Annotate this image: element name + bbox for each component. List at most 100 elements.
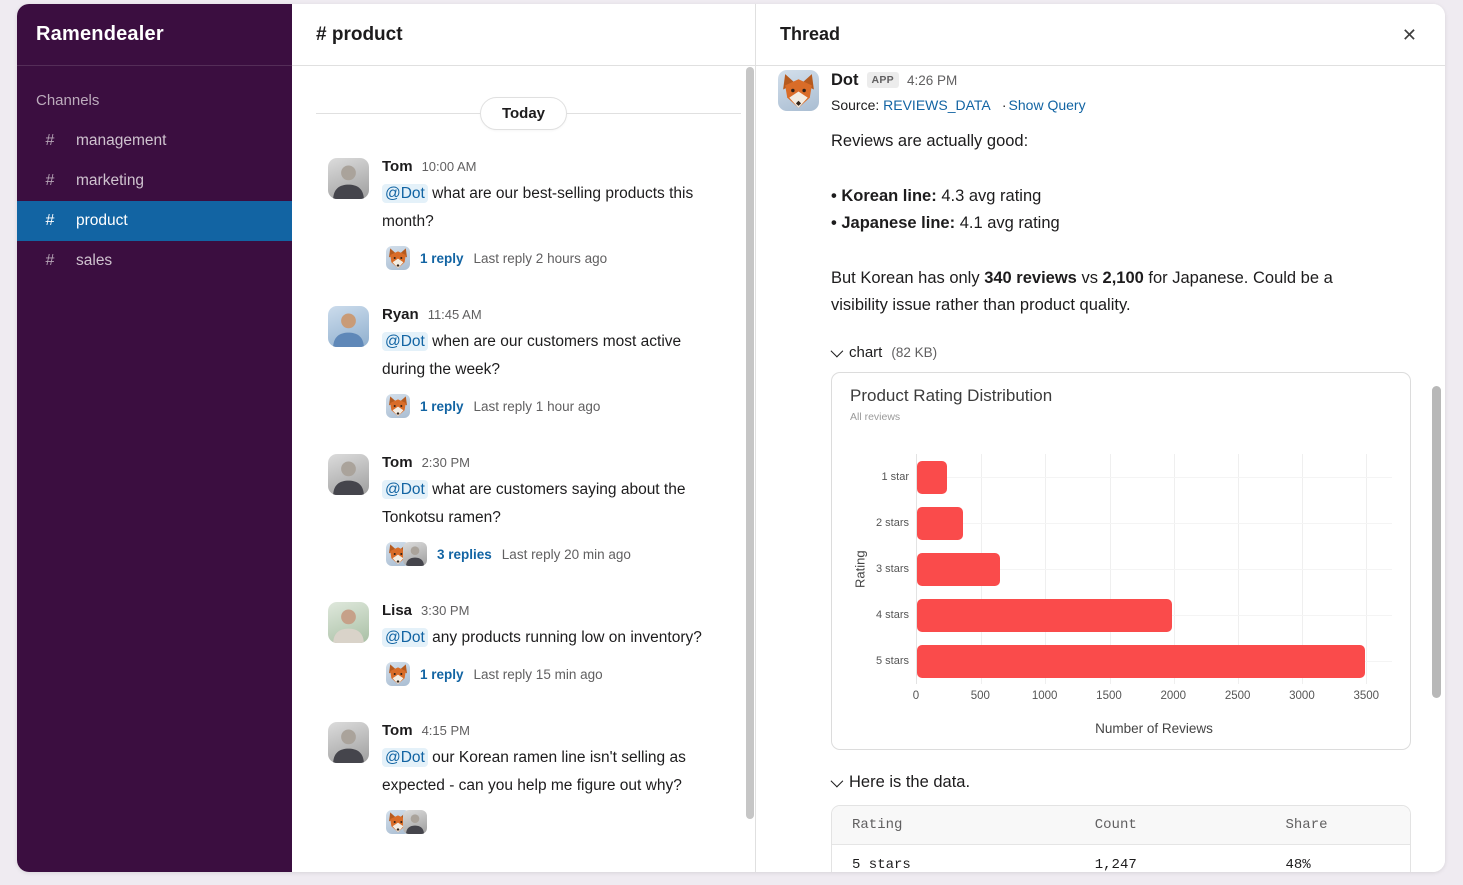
x-tick-label: 3000 (1289, 690, 1315, 702)
mention-dot[interactable]: @Dot (382, 480, 428, 499)
rating-bullet-list: Korean line: 4.3 avg rating Japanese lin… (831, 183, 1423, 237)
chart-plot-area (916, 454, 1392, 684)
bar-1-star (917, 460, 947, 494)
thread-analysis-text: But Korean has only 340 reviews vs 2,100… (831, 269, 1333, 314)
chevron-down-icon (830, 344, 844, 358)
avatar-tom-small (403, 542, 427, 566)
chart-category-labels: 1 star 2 stars 3 stars 4 stars 5 stars (870, 454, 916, 684)
date-divider: Today (316, 95, 741, 131)
category-label: 2 stars (875, 517, 909, 529)
message-text: @Dot our Korean ramen line isn't selling… (382, 748, 686, 794)
avatar-dot-small (386, 394, 410, 418)
avatar-tom[interactable] (328, 722, 369, 763)
chart-attachment-toggle[interactable]: chart (82 KB) (830, 344, 1423, 361)
timestamp: 2:30 PM (421, 455, 470, 470)
chart-gridline (917, 523, 1392, 524)
message-text: @Dot when are our customers most active … (382, 332, 682, 378)
thread-reply-link[interactable]: 1 reply Last reply 1 hour ago (386, 394, 719, 418)
workspace-name: Ramendealer (36, 23, 164, 45)
category-label: 5 stars (875, 655, 909, 667)
chart-x-ticks: 0 500 1000 1500 2000 2500 3000 3500 (913, 690, 1392, 705)
x-tick-label: 2500 (1224, 690, 1251, 702)
column-header-count: Count (1074, 806, 1266, 845)
thread-reply-link[interactable]: 1 reply Last reply 15 min ago (386, 662, 719, 686)
author-name[interactable]: Tom (382, 454, 413, 471)
mention-dot[interactable]: @Dot (382, 184, 428, 203)
data-section-toggle[interactable]: Here is the data. (830, 773, 1423, 792)
timestamp: 4:15 PM (421, 723, 470, 738)
channel-header: # product (292, 4, 755, 66)
author-name[interactable]: Tom (382, 722, 413, 739)
avatar-dot[interactable] (778, 70, 819, 111)
category-label: 4 stars (875, 609, 909, 621)
message-tom-230: Tom 2:30 PM @Dot what are customers sayin… (328, 454, 719, 566)
last-reply-time: Last reply 15 min ago (473, 666, 603, 682)
channels-section-label: Channels (36, 92, 100, 109)
last-reply-time: Last reply 1 hour ago (473, 398, 601, 414)
thread-scrollbar-thumb[interactable] (1432, 386, 1441, 698)
bar-2-stars (917, 506, 964, 540)
chart-subtitle: All reviews (850, 411, 901, 423)
x-tick-label: 3500 (1353, 690, 1380, 702)
separator-dot: · (1001, 97, 1007, 113)
avatar-tom[interactable] (328, 454, 369, 495)
thread-reply-link[interactable] (386, 810, 719, 834)
category-label: 1 star (881, 471, 909, 483)
source-label: Source: (831, 97, 880, 113)
close-icon[interactable]: ✕ (1401, 24, 1417, 45)
show-query-link[interactable]: Show Query (1008, 97, 1086, 113)
avatar-tom[interactable] (328, 158, 369, 199)
hash-icon: # (45, 132, 55, 149)
chart-y-axis-label: Rating (852, 550, 868, 588)
bullet-korean: Korean line: 4.3 avg rating (831, 183, 1423, 210)
sidebar-item-marketing[interactable]: # marketing (17, 161, 292, 201)
avatar-lisa[interactable] (328, 602, 369, 643)
timestamp: 4:26 PM (907, 72, 958, 88)
column-header-share: Share (1265, 806, 1410, 845)
channel-scrollbar-thumb[interactable] (746, 67, 754, 819)
reply-count: 1 reply (420, 398, 464, 414)
mention-dot[interactable]: @Dot (382, 628, 428, 647)
sidebar-item-management[interactable]: # management (17, 121, 292, 161)
x-tick-label: 1000 (1031, 690, 1058, 702)
attachment-name: chart (849, 344, 883, 361)
channel-list: # management # marketing # product # sal… (17, 121, 292, 281)
channel-label: product (76, 212, 128, 229)
cell-rating: 5 stars (832, 844, 1075, 872)
sidebar-item-product[interactable]: # product (17, 201, 292, 241)
x-tick-label: 1500 (1096, 690, 1122, 702)
source-row: Source: REVIEWS_DATA · Show Query (831, 97, 1423, 113)
mention-dot[interactable]: @Dot (382, 748, 428, 767)
source-link[interactable]: REVIEWS_DATA (883, 97, 990, 113)
message-ryan-1145: Ryan 11:45 AM @Dot when are our customers… (328, 306, 719, 418)
sidebar-item-sales[interactable]: # sales (17, 241, 292, 281)
author-name[interactable]: Tom (382, 158, 413, 175)
sidebar: Ramendealer Channels # management # mark… (17, 4, 292, 872)
avatar-ryan[interactable] (328, 306, 369, 347)
message-text: @Dot any products running low on invento… (382, 624, 719, 652)
author-name[interactable]: Lisa (382, 602, 413, 619)
app-window: Ramendealer Channels # management # mark… (17, 4, 1445, 872)
author-name[interactable]: Ryan (382, 306, 419, 323)
avatar-dot-small (386, 246, 410, 270)
message-text: @Dot what are customers saying about the… (382, 480, 686, 526)
mention-dot[interactable]: @Dot (382, 332, 428, 351)
cell-count: 1,247 (1074, 844, 1266, 872)
data-section-label: Here is the data. (849, 773, 971, 791)
thread-intro-text: Reviews are actually good: (831, 132, 1029, 150)
channel-label: marketing (76, 172, 145, 189)
channel-panel: # product Today Tom 10:00 AM @Dot what ar… (292, 4, 756, 872)
thread-header: Thread ✕ (756, 4, 1445, 66)
x-tick-label: 500 (970, 690, 990, 702)
workspace-header: Ramendealer (17, 4, 292, 66)
date-pill[interactable]: Today (479, 96, 568, 130)
thread-reply-link[interactable]: 1 reply Last reply 2 hours ago (386, 246, 719, 270)
table-header-row: Rating Count Share (832, 806, 1410, 845)
thread-reply-link[interactable]: 3 replies Last reply 20 min ago (386, 542, 719, 566)
timestamp: 11:45 AM (427, 307, 482, 322)
timestamp: 3:30 PM (421, 603, 470, 618)
attachment-size: (82 KB) (891, 345, 938, 360)
thread-title: Thread (780, 24, 841, 44)
avatar-dot-small (386, 810, 410, 834)
bot-name[interactable]: Dot (831, 70, 859, 89)
